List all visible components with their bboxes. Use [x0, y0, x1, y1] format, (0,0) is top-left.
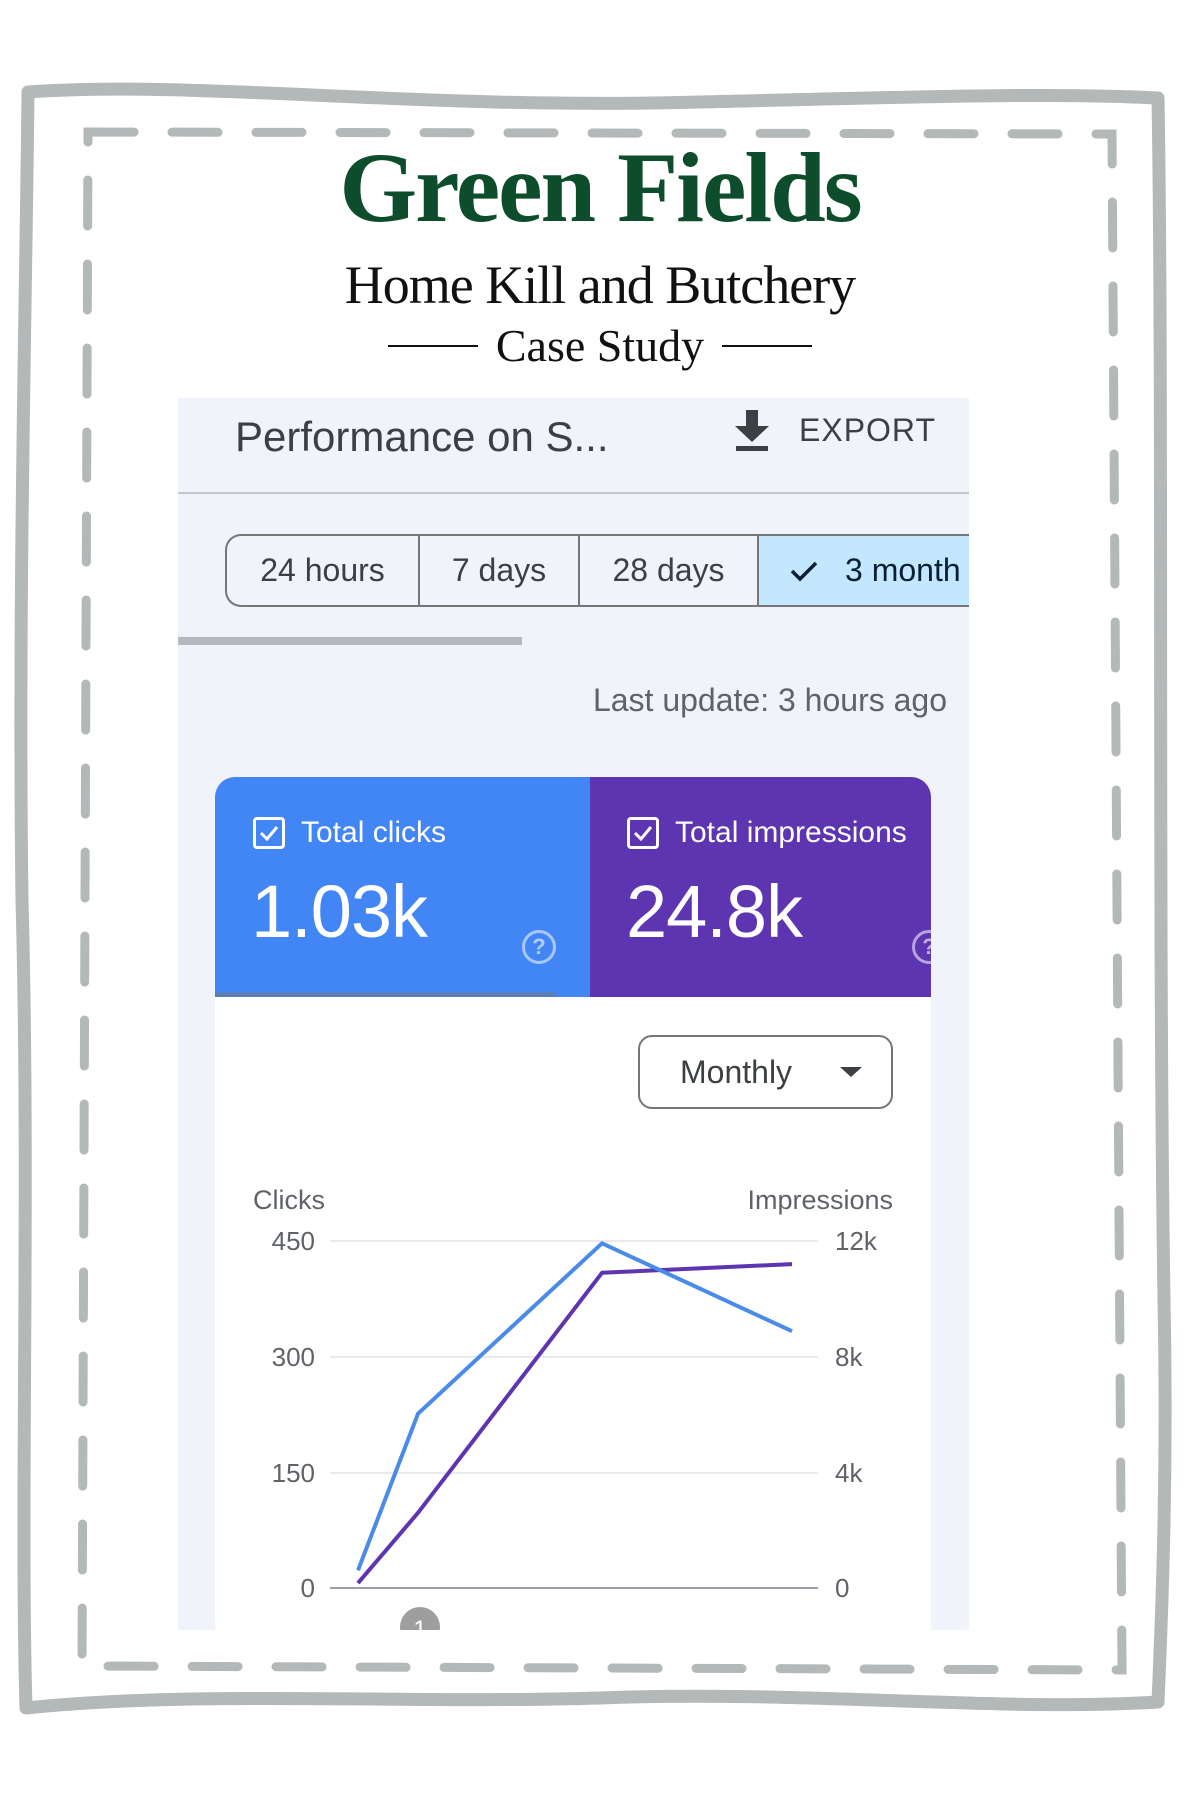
clicks-line — [356, 1241, 793, 1572]
brand-subtitle: Home Kill and Butchery — [344, 255, 856, 315]
checkmark-icon — [633, 826, 653, 841]
impressions-line — [356, 1262, 793, 1585]
granularity-dropdown[interactable]: Monthly — [638, 1035, 893, 1109]
right-axis-title: Impressions — [747, 1185, 893, 1215]
right-tick: 8k — [835, 1342, 863, 1372]
chip-3-months[interactable]: 3 month — [759, 536, 969, 605]
annotation-number: 1 — [413, 1616, 426, 1630]
search-console-panel: Performance on S... EXPORT 24 hours 7 da… — [178, 398, 969, 1630]
left-axis-ticks: 450 300 150 0 — [272, 1226, 315, 1603]
download-icon — [735, 410, 769, 451]
gridlines — [330, 1240, 818, 1589]
metric-total-impressions[interactable]: Total impressions 24.8k ? — [590, 777, 931, 997]
help-icon[interactable]: ? — [522, 930, 556, 964]
clicks-label: Total clicks — [301, 816, 447, 849]
impressions-value: 24.8k — [626, 870, 803, 953]
brand-title: Green Fields — [339, 132, 862, 243]
tagline-rule-left — [387, 345, 478, 347]
tagline-text: Case Study — [495, 320, 705, 371]
check-icon — [790, 561, 818, 581]
granularity-selected: Monthly — [680, 1053, 793, 1090]
left-tick: 450 — [272, 1226, 315, 1256]
performance-chart: Clicks Impressions 450 300 150 0 12k 8k … — [253, 1185, 893, 1630]
performance-card: Total clicks 1.03k ? Total impressions 2… — [215, 777, 931, 1630]
chip-7-days[interactable]: 7 days — [420, 536, 580, 605]
impressions-checkbox[interactable] — [627, 817, 659, 849]
right-axis-ticks: 12k 8k 4k 0 — [835, 1226, 878, 1603]
annotation-marker[interactable]: 1 — [400, 1607, 440, 1630]
tagline-rule-right — [722, 345, 813, 347]
left-tick: 300 — [272, 1342, 315, 1372]
impressions-label: Total impressions — [675, 816, 907, 849]
right-tick: 0 — [835, 1573, 849, 1603]
caret-down-icon — [840, 1067, 863, 1077]
export-label: EXPORT — [799, 411, 936, 448]
chip-24-hours[interactable]: 24 hours — [227, 536, 420, 605]
chip-3-months-label: 3 month — [845, 552, 961, 588]
page-title: Performance on S... — [235, 413, 609, 460]
left-axis-title: Clicks — [253, 1185, 325, 1215]
last-update-text: Last update: 3 hours ago — [592, 682, 947, 718]
export-button[interactable]: EXPORT — [733, 404, 936, 456]
date-range-chips: 24 hours 7 days 28 days 3 month — [225, 534, 969, 607]
brand-tagline: Case Study — [0, 318, 1200, 374]
clicks-checkbox[interactable] — [253, 817, 285, 849]
right-tick: 12k — [835, 1226, 878, 1256]
clicks-value: 1.03k — [251, 870, 428, 953]
checkmark-icon — [259, 826, 279, 841]
metric-total-clicks[interactable]: Total clicks 1.03k ? — [215, 777, 590, 997]
horizontal-scrollbar[interactable] — [178, 637, 522, 645]
performance-header: Performance on S... EXPORT — [178, 398, 969, 494]
left-tick: 0 — [301, 1573, 315, 1603]
right-tick: 4k — [835, 1458, 863, 1488]
left-tick: 150 — [272, 1458, 315, 1488]
chip-28-days[interactable]: 28 days — [580, 536, 759, 605]
help-icon[interactable]: ? — [912, 930, 931, 964]
